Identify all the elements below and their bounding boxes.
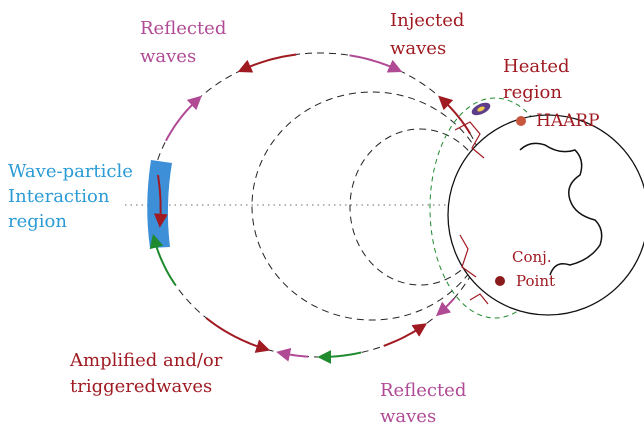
- label-text: Amplified and/or: [69, 350, 223, 371]
- label-text: Conj.: [512, 248, 552, 266]
- label-text: Reflected: [140, 18, 226, 39]
- wave-arrow: [438, 95, 471, 135]
- wave-arrow: [165, 95, 202, 142]
- label-text: waves: [390, 38, 446, 59]
- wave-arrow: [237, 53, 297, 73]
- wave-arrow: [317, 350, 362, 364]
- globe: [447, 114, 644, 316]
- label-text: Interaction: [8, 186, 110, 207]
- label-text: Injected: [390, 10, 464, 31]
- wave-arrow: [435, 297, 455, 317]
- label-text: waves: [140, 46, 196, 67]
- wave-arrow: [149, 233, 177, 287]
- label-text: Heated: [503, 56, 570, 77]
- label-text: Reflected: [380, 380, 466, 401]
- label-text: waves: [380, 406, 436, 425]
- label-text: Wave-particle: [8, 161, 133, 182]
- interaction-arrow: [153, 174, 168, 228]
- label-text: Point: [516, 272, 555, 290]
- wave-arrow: [276, 347, 309, 362]
- label-text: region: [503, 82, 562, 103]
- label-text: region: [8, 211, 67, 232]
- wave-arrow: [349, 54, 403, 73]
- conj-point-dot: [495, 276, 505, 286]
- interaction-region: [147, 160, 172, 248]
- heated-blob-core: [477, 106, 485, 112]
- haarp-dot: [516, 116, 526, 126]
- label-text: triggeredwaves: [70, 376, 212, 397]
- wave-arrow: [205, 317, 271, 353]
- wave-arrow: [383, 323, 428, 347]
- label-text: HAARP: [536, 111, 600, 131]
- continent-outline: [519, 142, 603, 276]
